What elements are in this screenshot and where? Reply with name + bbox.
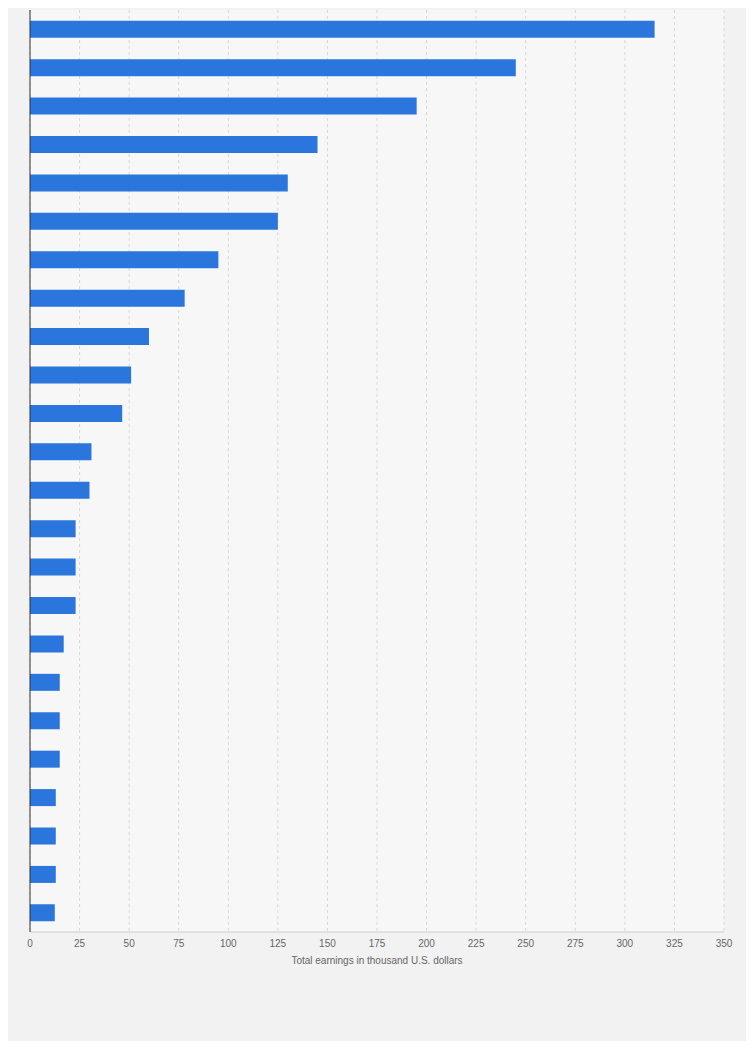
svg-text:75: 75 [173, 938, 185, 949]
svg-text:50: 50 [124, 938, 136, 949]
svg-text:200: 200 [418, 938, 435, 949]
svg-text:225: 225 [468, 938, 485, 949]
svg-text:25: 25 [74, 938, 86, 949]
svg-text:Total earnings in thousand U.S: Total earnings in thousand U.S. dollars [291, 955, 462, 966]
svg-text:100: 100 [220, 938, 237, 949]
svg-text:350: 350 [716, 938, 733, 949]
svg-text:125: 125 [270, 938, 287, 949]
svg-text:300: 300 [617, 938, 634, 949]
svg-text:275: 275 [567, 938, 584, 949]
svg-text:150: 150 [319, 938, 336, 949]
svg-text:0: 0 [27, 938, 33, 949]
svg-text:250: 250 [517, 938, 534, 949]
svg-text:325: 325 [666, 938, 683, 949]
svg-text:175: 175 [369, 938, 386, 949]
